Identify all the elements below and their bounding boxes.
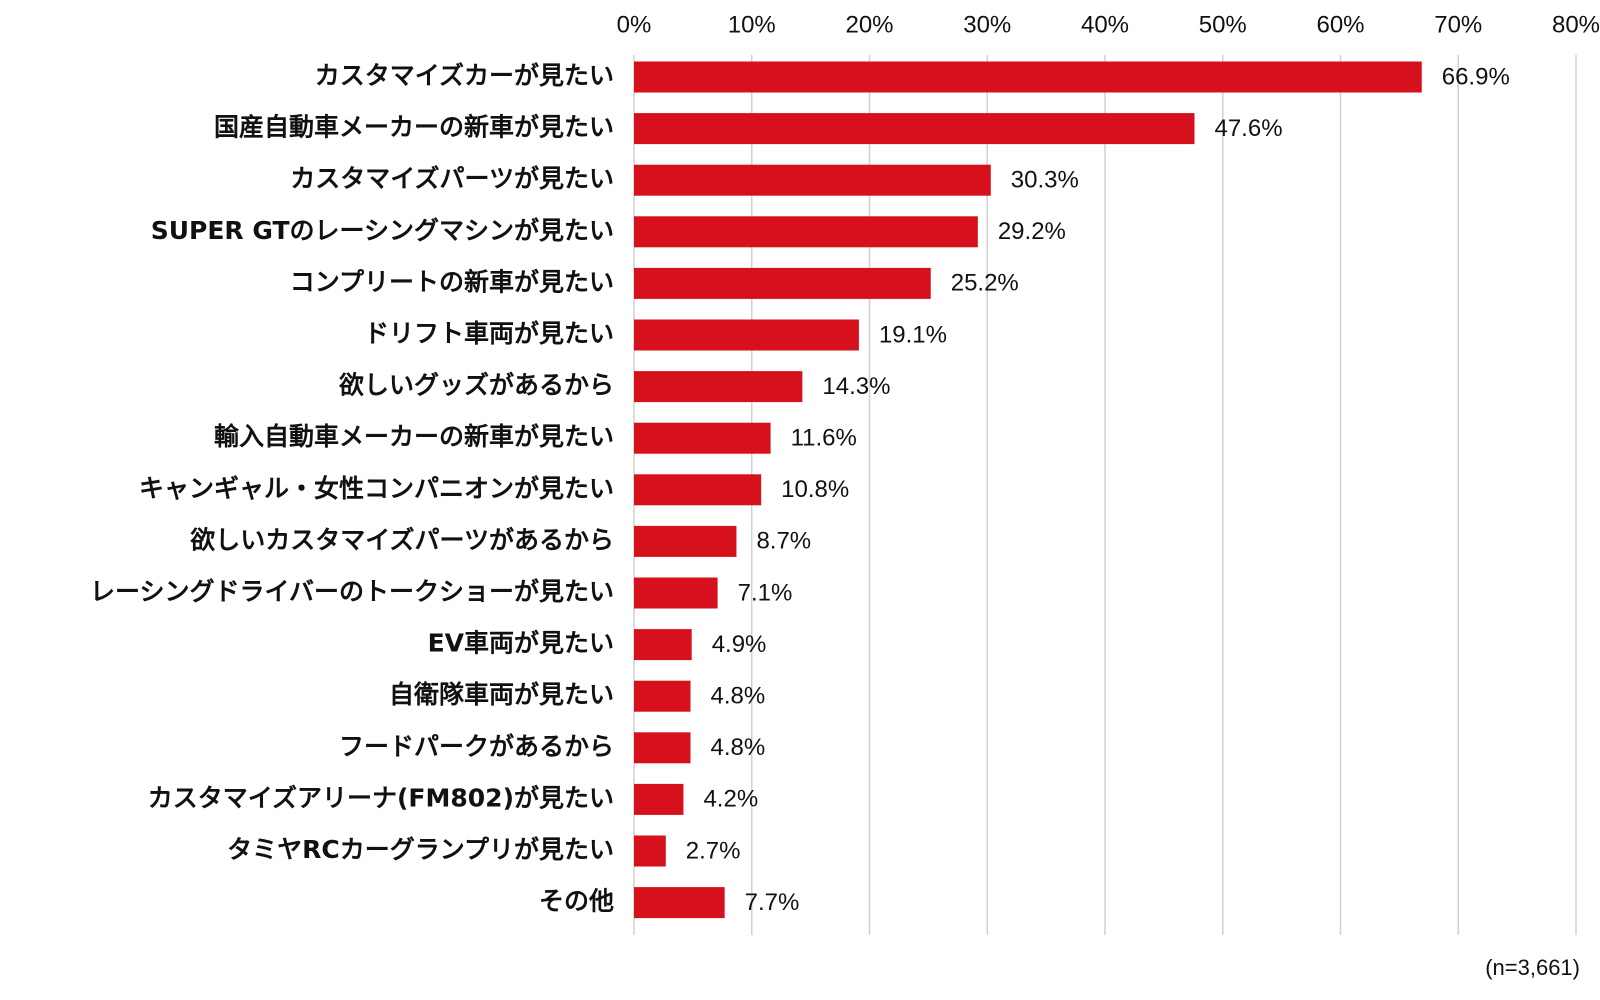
bar xyxy=(634,164,991,196)
value-label: 66.9% xyxy=(1442,63,1510,90)
x-tick-label: 0% xyxy=(617,11,652,38)
value-label: 2.7% xyxy=(686,837,741,864)
value-label: 11.6% xyxy=(791,425,857,452)
x-axis-ticks: 0% 10% 20% 30% 40% 50% 60% 70% 80% xyxy=(617,11,1600,38)
value-label: 7.7% xyxy=(745,889,800,916)
value-label: 30.3% xyxy=(1011,167,1079,194)
category-label: 国産自動車メーカーの新車が見たい xyxy=(214,113,614,142)
category-labels: カスタマイズカーが見たい国産自動車メーカーの新車が見たいカスタマイズパーツが見た… xyxy=(90,61,614,916)
bar xyxy=(634,887,725,919)
x-tick-label: 20% xyxy=(845,11,893,38)
category-label: コンプリートの新車が見たい xyxy=(290,267,614,296)
x-tick-label: 40% xyxy=(1081,11,1129,38)
value-label: 10.8% xyxy=(781,476,849,503)
bar xyxy=(634,267,931,299)
bars xyxy=(634,61,1422,919)
x-tick-label: 70% xyxy=(1434,11,1482,38)
bar xyxy=(634,732,691,764)
x-tick-label: 60% xyxy=(1316,11,1364,38)
category-label: レーシングドライバーのトークショーが見たい xyxy=(90,577,614,606)
category-label: SUPER GTのレーシングマシンが見たい xyxy=(151,216,614,245)
bar xyxy=(634,422,771,454)
bar xyxy=(634,216,978,248)
bar xyxy=(634,371,803,403)
bar xyxy=(634,319,859,351)
bar xyxy=(634,680,691,712)
bar xyxy=(634,61,1422,93)
value-label: 14.3% xyxy=(822,373,890,400)
value-labels: 66.9% 47.6% 30.3% 29.2% 25.2%19.1% 14.3% 11.6%… xyxy=(686,63,1510,916)
value-label: 4.8% xyxy=(711,734,766,761)
category-label: フードパークがあるから xyxy=(339,732,614,761)
bar xyxy=(634,474,762,506)
category-label: その他 xyxy=(539,887,614,916)
category-label: 輸入自動車メーカーの新車が見たい xyxy=(214,422,614,451)
value-label: 7.1% xyxy=(738,579,793,606)
value-label: 29.2% xyxy=(998,218,1066,245)
x-tick-label: 80% xyxy=(1552,11,1600,38)
bar xyxy=(634,525,737,557)
x-tick-label: 50% xyxy=(1199,11,1247,38)
value-label: 47.6% xyxy=(1214,115,1282,142)
value-label: 4.9% xyxy=(712,631,767,658)
x-tick-label: 10% xyxy=(728,11,776,38)
value-label: 25.2% xyxy=(951,270,1019,297)
bar xyxy=(634,113,1195,145)
bar xyxy=(634,629,692,661)
bar xyxy=(634,577,718,609)
category-label: ドリフト車両が見たい xyxy=(364,319,614,348)
bar xyxy=(634,783,684,815)
category-label: キャンギャル・女性コンパニオンが見たい xyxy=(139,474,614,503)
category-label: カスタマイズアリーナ(FM802)が見たい xyxy=(148,783,614,812)
value-label: 19.1% xyxy=(879,321,947,348)
category-label: 自衛隊車両が見たい xyxy=(389,680,614,709)
category-label: EV車両が見たい xyxy=(428,629,614,658)
category-label: 欲しいグッズがあるから xyxy=(338,371,614,400)
sample-size-note: (n=3,661) xyxy=(1485,955,1580,980)
bar xyxy=(634,835,666,867)
category-label: カスタマイズパーツが見たい xyxy=(290,164,614,193)
value-label: 4.8% xyxy=(711,683,766,710)
x-tick-label: 30% xyxy=(963,11,1011,38)
category-label: タミヤRCカーグランプリが見たい xyxy=(227,835,614,864)
category-label: 欲しいカスタマイズパーツがあるから xyxy=(189,525,614,554)
gridlines xyxy=(633,55,1577,935)
value-label: 4.2% xyxy=(703,786,758,813)
category-label: カスタマイズカーが見たい xyxy=(315,61,614,90)
value-label: 8.7% xyxy=(756,528,811,555)
